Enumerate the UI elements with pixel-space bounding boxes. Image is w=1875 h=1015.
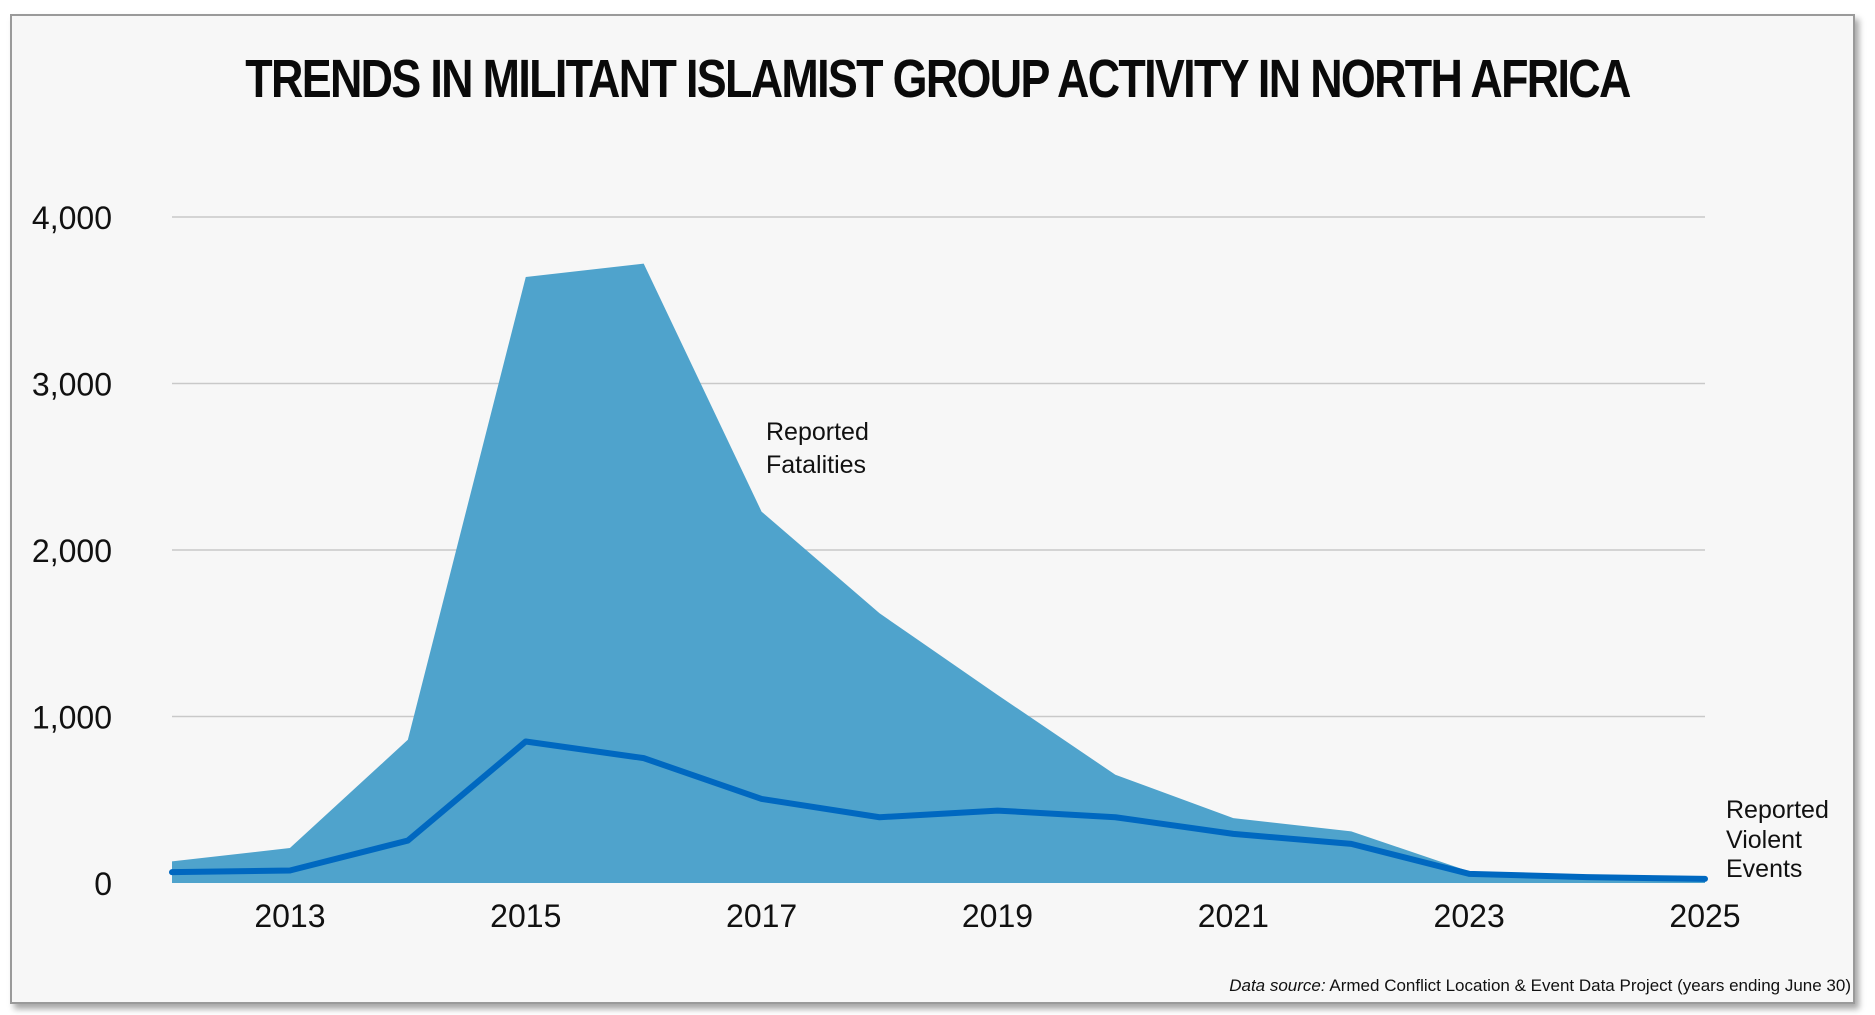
events-label-line3: Events [1726, 855, 1802, 883]
fatalities-label-line2: Fatalities [766, 451, 866, 479]
y-tick-label: 1,000 [32, 700, 112, 736]
chart-title: TRENDS IN MILITANT ISLAMIST GROUP ACTIVI… [245, 49, 1631, 109]
y-axis-ticks: 0 1,000 2,000 3,000 4,000 [32, 200, 112, 902]
y-tick-label: 4,000 [32, 200, 112, 236]
x-tick-label: 2015 [490, 898, 561, 934]
x-tick-label: 2019 [962, 898, 1033, 934]
events-label-line2: Violent [1726, 826, 1802, 854]
x-tick-label: 2017 [726, 898, 797, 934]
y-tick-label: 3,000 [32, 367, 112, 403]
x-tick-label: 2013 [254, 898, 325, 934]
y-tick-label: 2,000 [32, 533, 112, 569]
fatalities-area-layer [172, 263, 1705, 883]
events-label-line1: Reported [1726, 796, 1829, 824]
data-source-text: Armed Conflict Location & Event Data Pro… [1325, 976, 1851, 995]
x-axis-ticks: 2013 2015 2017 2019 2021 2023 2025 [254, 898, 1740, 934]
data-source-label: Data source: [1229, 976, 1326, 995]
x-tick-label: 2025 [1669, 898, 1740, 934]
violent-events-line [169, 738, 1708, 882]
grid-lines [172, 216, 1705, 718]
fatalities-area [172, 263, 1705, 883]
x-tick-label: 2023 [1434, 898, 1505, 934]
fatalities-label-line1: Reported [766, 418, 869, 446]
data-source-note: Data source: Armed Conflict Location & E… [1229, 976, 1851, 996]
events-line-layer [169, 738, 1708, 882]
y-tick-label: 0 [94, 866, 112, 902]
x-tick-label: 2021 [1198, 898, 1269, 934]
